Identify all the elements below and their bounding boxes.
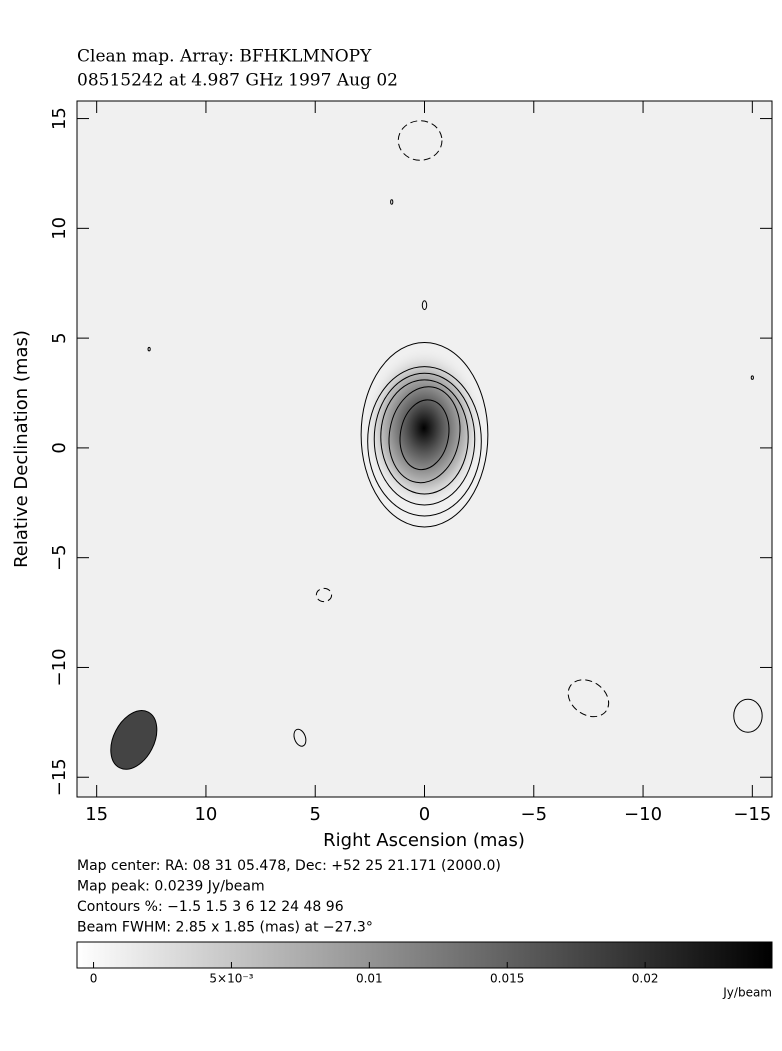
x-tick-label: 10: [194, 804, 217, 825]
contour: [388, 386, 461, 484]
beam: [110, 710, 158, 770]
y-tick-label: 15: [49, 107, 70, 130]
y-tick-label: −15: [49, 758, 70, 796]
y-tick-label: 10: [49, 217, 70, 240]
map-info: Beam FWHM: 2.85 x 1.85 (mas) at −27.3°: [77, 920, 373, 936]
contour: [293, 728, 307, 747]
x-tick-label: 15: [85, 804, 108, 825]
colorbar: [76, 941, 773, 969]
contour: [397, 120, 443, 161]
colorbar-tick-label: 0.02: [632, 972, 659, 986]
contour: [360, 342, 489, 528]
contour: [147, 346, 151, 352]
contour: [380, 379, 469, 495]
colorbar-tick-label: 5×10⁻³: [209, 972, 253, 986]
contour: [367, 366, 482, 517]
y-tick-label: 5: [49, 332, 70, 343]
contour: [390, 199, 394, 205]
x-tick-label: 5: [309, 804, 320, 825]
colorbar-tick-label: 0.015: [490, 972, 524, 986]
colorbar-unit: Jy/beam: [722, 986, 772, 1000]
contour: [421, 300, 428, 311]
x-tick-label: 0: [419, 804, 430, 825]
map-info: Contours %: −1.5 1.5 3 6 12 24 48 96: [77, 899, 344, 915]
contour: [315, 587, 333, 603]
source-image: [364, 348, 484, 508]
colorbar-tick-label: 0: [90, 972, 98, 986]
contour: [399, 399, 450, 471]
y-axis-label: Relative Declination (mas): [11, 330, 32, 568]
y-tick-label: −10: [49, 648, 70, 686]
contour: [733, 698, 763, 733]
colorbar-tick-label: 0.01: [356, 972, 383, 986]
contour: [373, 372, 476, 506]
x-tick-label: −15: [733, 804, 771, 825]
y-tick-label: −5: [49, 544, 70, 571]
contour: [750, 375, 754, 380]
x-tick-label: −10: [624, 804, 662, 825]
y-tick-label: 0: [49, 442, 70, 453]
chart-title: Clean map. Array: BFHKLMNOPY: [77, 47, 372, 67]
x-tick-label: −5: [521, 804, 548, 825]
map-info: Map peak: 0.0239 Jy/beam: [77, 879, 265, 895]
chart-subtitle: 08515242 at 4.987 GHz 1997 Aug 02: [77, 71, 398, 91]
contour: [567, 679, 610, 718]
map-info: Map center: RA: 08 31 05.478, Dec: +52 2…: [77, 858, 501, 874]
x-axis-label: Right Ascension (mas): [323, 830, 525, 851]
